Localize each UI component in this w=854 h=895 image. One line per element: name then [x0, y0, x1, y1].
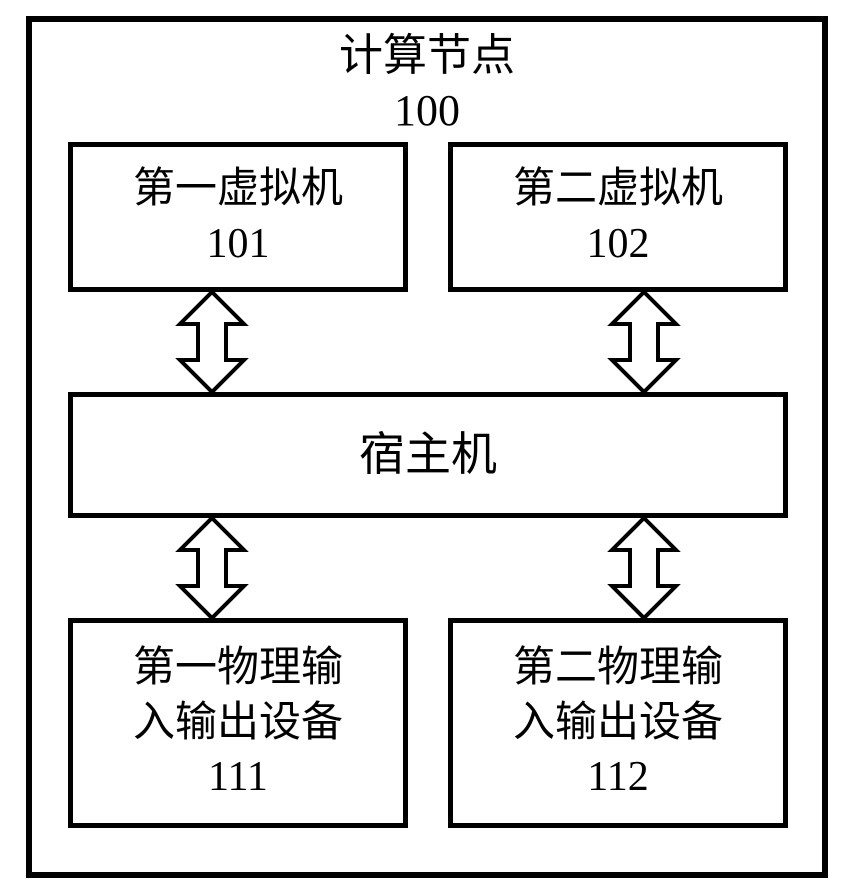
node-label-line2: 入输出设备 [133, 696, 343, 751]
node-id: 112 [587, 750, 648, 805]
title-text: 计算节点 [26, 28, 828, 83]
double-arrow-icon [612, 292, 676, 392]
node-host: 宿主机 [68, 392, 788, 518]
node-id: 101 [207, 217, 270, 272]
double-arrow-icon [180, 518, 244, 618]
node-id: 102 [587, 217, 650, 272]
node-label-line2: 入输出设备 [513, 696, 723, 751]
node-label: 第一虚拟机 [133, 162, 343, 217]
node-pio1: 第一物理输 入输出设备 111 [68, 618, 408, 828]
node-label: 宿主机 [359, 425, 497, 485]
node-vm2: 第二虚拟机 102 [448, 142, 788, 292]
double-arrow-icon [612, 518, 676, 618]
node-id: 111 [208, 750, 268, 805]
double-arrow-icon [180, 292, 244, 392]
diagram-title: 计算节点 100 [26, 28, 828, 138]
node-label: 第二虚拟机 [513, 162, 723, 217]
node-pio2: 第二物理输 入输出设备 112 [448, 618, 788, 828]
node-label-line1: 第二物理输 [513, 641, 723, 696]
diagram-canvas: 计算节点 100 第一虚拟机 101 第二虚拟机 102 宿主机 第一物理输 入… [0, 0, 854, 895]
node-vm1: 第一虚拟机 101 [68, 142, 408, 292]
title-id: 100 [26, 83, 828, 138]
node-label-line1: 第一物理输 [133, 641, 343, 696]
